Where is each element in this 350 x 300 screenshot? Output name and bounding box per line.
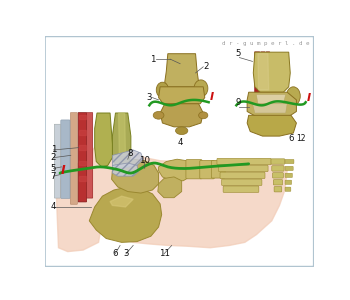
Polygon shape (159, 159, 193, 181)
Polygon shape (159, 87, 205, 104)
Text: 5: 5 (236, 49, 241, 58)
Polygon shape (258, 54, 269, 90)
Text: I: I (61, 164, 65, 177)
Text: 4: 4 (177, 138, 183, 147)
Text: 1: 1 (51, 146, 56, 154)
Polygon shape (110, 196, 133, 207)
Polygon shape (89, 187, 162, 242)
FancyBboxPatch shape (254, 52, 260, 95)
Polygon shape (253, 52, 290, 92)
Text: I: I (209, 92, 214, 102)
FancyBboxPatch shape (147, 50, 216, 131)
Ellipse shape (286, 87, 300, 105)
Ellipse shape (198, 112, 208, 119)
Polygon shape (165, 54, 198, 87)
Polygon shape (256, 94, 286, 104)
FancyBboxPatch shape (261, 52, 265, 95)
Polygon shape (247, 115, 296, 136)
FancyBboxPatch shape (273, 180, 282, 185)
Text: 12: 12 (296, 134, 306, 143)
Text: 3: 3 (147, 93, 152, 102)
Ellipse shape (156, 82, 169, 98)
FancyBboxPatch shape (211, 160, 225, 178)
Polygon shape (252, 104, 287, 113)
Ellipse shape (175, 127, 188, 135)
FancyBboxPatch shape (220, 172, 265, 178)
Polygon shape (112, 150, 143, 168)
Text: 8: 8 (127, 148, 133, 158)
Polygon shape (78, 130, 86, 135)
FancyBboxPatch shape (285, 159, 294, 164)
Text: 7: 7 (51, 172, 56, 181)
Text: 5: 5 (51, 164, 56, 173)
FancyBboxPatch shape (285, 187, 291, 191)
Text: 6: 6 (112, 249, 118, 258)
FancyBboxPatch shape (266, 52, 270, 95)
Polygon shape (56, 135, 287, 252)
Polygon shape (78, 145, 86, 150)
Polygon shape (112, 159, 159, 193)
Polygon shape (112, 113, 131, 168)
FancyBboxPatch shape (78, 112, 86, 202)
Text: 10: 10 (139, 156, 149, 165)
Polygon shape (160, 104, 203, 127)
Text: 11: 11 (159, 249, 170, 258)
FancyBboxPatch shape (274, 187, 282, 192)
FancyBboxPatch shape (235, 50, 309, 131)
FancyBboxPatch shape (218, 165, 268, 172)
FancyBboxPatch shape (61, 120, 70, 199)
Polygon shape (119, 113, 125, 155)
Ellipse shape (194, 80, 208, 97)
Text: 3: 3 (123, 249, 129, 258)
Polygon shape (112, 163, 139, 176)
FancyBboxPatch shape (285, 180, 292, 184)
FancyBboxPatch shape (186, 160, 202, 179)
FancyBboxPatch shape (86, 112, 93, 198)
Polygon shape (78, 176, 86, 181)
FancyBboxPatch shape (272, 166, 284, 171)
Text: 9: 9 (236, 98, 241, 107)
Text: 6: 6 (289, 134, 294, 143)
FancyBboxPatch shape (217, 158, 271, 165)
Text: 2: 2 (204, 62, 209, 71)
FancyBboxPatch shape (54, 124, 61, 198)
Ellipse shape (153, 112, 164, 119)
FancyBboxPatch shape (70, 112, 77, 204)
Text: 4: 4 (51, 202, 56, 211)
FancyBboxPatch shape (223, 186, 259, 193)
Polygon shape (94, 113, 112, 167)
FancyBboxPatch shape (285, 166, 293, 171)
FancyBboxPatch shape (271, 159, 285, 164)
FancyBboxPatch shape (273, 173, 284, 178)
Text: d r - g u m p e r l . d e: d r - g u m p e r l . d e (222, 40, 309, 46)
Text: I: I (307, 93, 310, 103)
FancyBboxPatch shape (200, 160, 215, 179)
Text: 2: 2 (51, 153, 56, 162)
FancyBboxPatch shape (285, 173, 292, 178)
Polygon shape (78, 161, 86, 165)
FancyBboxPatch shape (45, 36, 314, 267)
Text: 1: 1 (150, 55, 155, 64)
Polygon shape (158, 177, 182, 198)
FancyBboxPatch shape (222, 179, 262, 185)
Polygon shape (78, 115, 86, 119)
Polygon shape (247, 92, 296, 118)
